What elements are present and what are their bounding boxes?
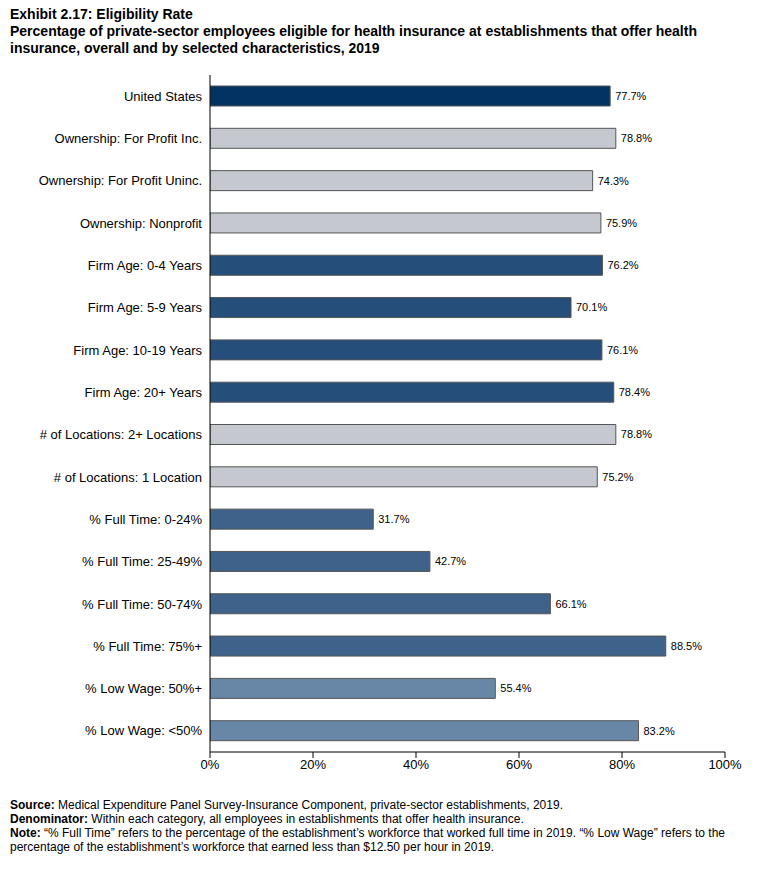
svg-text:76.1%: 76.1%	[607, 344, 638, 356]
svg-text:20%: 20%	[300, 757, 326, 772]
svg-text:Firm Age: 20+ Years: Firm Age: 20+ Years	[85, 385, 203, 400]
html-text:Note: “% Full Time” refers to: Note: “% Full Time” refers to the percen…	[10, 826, 725, 854]
svg-text:% Full Time: 75%+: % Full Time: 75%+	[93, 639, 202, 654]
svg-text:42.7%: 42.7%	[435, 555, 466, 567]
svg-text:55.4%: 55.4%	[500, 682, 531, 694]
svg-text:70.1%: 70.1%	[576, 301, 607, 313]
svg-text:Firm Age: 0-4 Years: Firm Age: 0-4 Years	[88, 258, 203, 273]
svg-text:0%: 0%	[201, 757, 220, 772]
svg-text:31.7%: 31.7%	[378, 513, 409, 525]
svg-text:% Low Wage: 50%+: % Low Wage: 50%+	[85, 681, 202, 696]
svg-text:83.2%: 83.2%	[643, 725, 674, 737]
svg-text:Ownership: For Profit Uninc.: Ownership: For Profit Uninc.	[39, 173, 202, 188]
svg-text:% Low Wage: <50%: % Low Wage: <50%	[85, 723, 202, 738]
svg-text:77.7%: 77.7%	[615, 90, 646, 102]
html-text:Denominator: Within each categ: Denominator: Within each category, all e…	[10, 812, 524, 826]
svg-text:80%: 80%	[609, 757, 635, 772]
svg-text:100%: 100%	[708, 757, 742, 772]
svg-text:% Full Time: 50-74%: % Full Time: 50-74%	[82, 597, 202, 612]
html-text:Exhibit 2.17: Eligibility Rate: Exhibit 2.17: Eligibility Rate	[10, 6, 193, 22]
svg-text:% Full Time: 0-24%: % Full Time: 0-24%	[89, 512, 202, 527]
svg-text:75.2%: 75.2%	[602, 471, 633, 483]
svg-text:88.5%: 88.5%	[671, 640, 702, 652]
svg-text:Ownership: For Profit Inc.: Ownership: For Profit Inc.	[55, 131, 202, 146]
svg-text:% Full Time: 25-49%: % Full Time: 25-49%	[82, 554, 202, 569]
svg-text:40%: 40%	[403, 757, 429, 772]
html-text:Percentage of private-sector e: Percentage of private-sector employees e…	[10, 23, 697, 56]
svg-text:United States: United States	[124, 89, 203, 104]
svg-text:76.2%: 76.2%	[607, 259, 638, 271]
svg-text:75.9%: 75.9%	[606, 217, 637, 229]
svg-text:60%: 60%	[506, 757, 532, 772]
svg-text:78.4%: 78.4%	[619, 386, 650, 398]
svg-text:Firm Age: 10-19 Years: Firm Age: 10-19 Years	[73, 343, 202, 358]
html-text:Source: Medical Expenditure Pa: Source: Medical Expenditure Panel Survey…	[10, 798, 563, 812]
svg-text:74.3%: 74.3%	[598, 175, 629, 187]
svg-text:# of Locations: 2+ Locations: # of Locations: 2+ Locations	[40, 427, 203, 442]
svg-text:# of Locations: 1 Location: # of Locations: 1 Location	[54, 470, 202, 485]
svg-text:78.8%: 78.8%	[621, 132, 652, 144]
svg-text:Firm Age: 5-9 Years: Firm Age: 5-9 Years	[88, 300, 203, 315]
svg-text:78.8%: 78.8%	[621, 428, 652, 440]
svg-text:66.1%: 66.1%	[555, 598, 586, 610]
svg-text:Ownership: Nonprofit: Ownership: Nonprofit	[80, 216, 202, 231]
